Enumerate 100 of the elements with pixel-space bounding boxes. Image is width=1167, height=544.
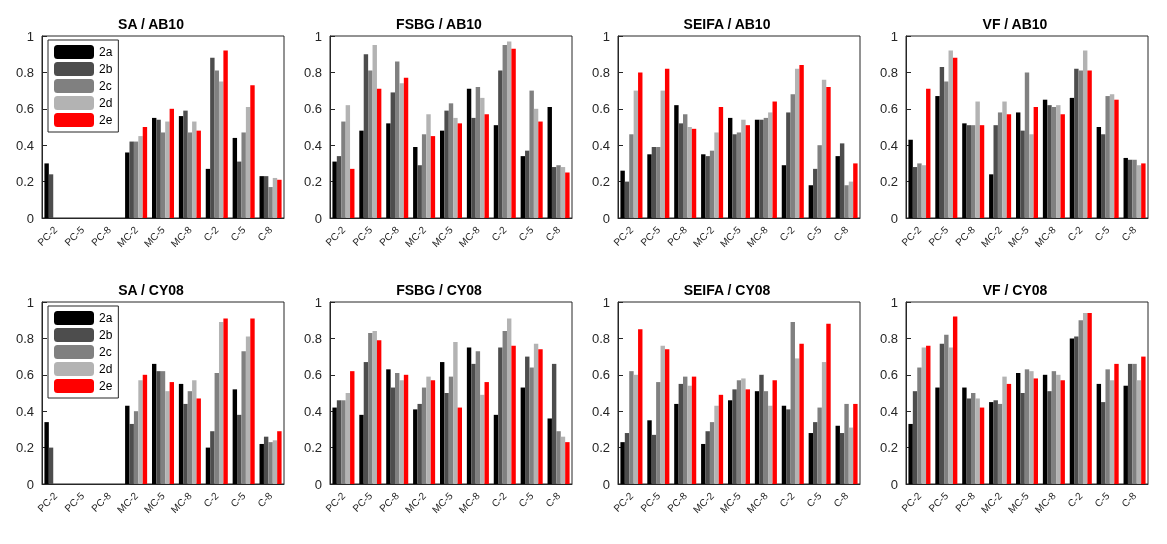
- bar: [790, 94, 795, 218]
- bar: [183, 403, 188, 484]
- y-tick-label: 1: [890, 28, 898, 44]
- chart-title: SEIFA / AB10: [683, 16, 771, 32]
- bar: [948, 347, 953, 484]
- bar: [125, 152, 130, 218]
- bar: [259, 443, 264, 484]
- bar: [466, 347, 472, 484]
- bar: [926, 88, 931, 218]
- bar: [979, 125, 985, 218]
- bar: [565, 172, 570, 218]
- bar: [466, 88, 472, 218]
- bar: [444, 393, 449, 484]
- y-tick-label: 0: [26, 210, 34, 226]
- bar: [763, 117, 769, 218]
- chart-title: VF / CY08: [982, 282, 1048, 298]
- bar: [971, 393, 976, 484]
- bar: [709, 422, 715, 484]
- y-tick-label: 0.4: [591, 403, 610, 419]
- y-tick-label: 0.2: [879, 174, 898, 190]
- bar: [484, 382, 489, 484]
- y-tick-label: 0.8: [879, 64, 898, 80]
- bar: [376, 340, 382, 484]
- x-tick-label: C-5: [228, 223, 248, 244]
- y-tick-label: 0.8: [303, 330, 322, 346]
- bar: [727, 117, 733, 218]
- bar: [678, 383, 684, 484]
- bar: [192, 380, 197, 484]
- y-tick-label: 0.4: [303, 137, 322, 153]
- bar: [1029, 134, 1034, 218]
- bar: [160, 371, 166, 484]
- bar: [651, 147, 657, 218]
- bar: [1006, 114, 1012, 218]
- bar: [129, 141, 134, 218]
- y-tick-label: 0: [314, 476, 322, 492]
- y-tick-label: 0.2: [591, 174, 610, 190]
- bar: [1006, 383, 1012, 484]
- bar: [484, 114, 489, 218]
- y-tick-label: 0.8: [591, 64, 610, 80]
- bar: [1042, 99, 1048, 218]
- bar: [993, 400, 998, 484]
- y-tick-label: 0: [314, 210, 322, 226]
- bar: [525, 150, 530, 218]
- bar: [399, 380, 404, 484]
- legend-label: 2a: [99, 311, 113, 325]
- bar: [430, 136, 436, 218]
- bar: [439, 130, 445, 218]
- bar: [1096, 127, 1102, 218]
- chart-title: FSBG / AB10: [396, 16, 483, 32]
- bar: [620, 170, 625, 218]
- bar: [403, 374, 409, 484]
- bar: [813, 422, 818, 484]
- bar: [533, 108, 539, 218]
- bar: [1015, 372, 1021, 484]
- bar: [1069, 97, 1075, 218]
- bar: [853, 163, 858, 218]
- bar: [794, 68, 800, 218]
- bar: [966, 125, 972, 218]
- y-tick-label: 1: [314, 294, 322, 310]
- y-tick-label: 0: [26, 476, 34, 492]
- bar: [44, 163, 49, 218]
- bar: [502, 331, 507, 484]
- bar: [687, 385, 692, 484]
- legend-label: 2c: [99, 345, 112, 359]
- x-tick-label: C-2: [489, 489, 509, 510]
- bar: [839, 143, 845, 218]
- bar: [1141, 163, 1146, 218]
- bar: [169, 382, 175, 484]
- bar: [917, 163, 922, 218]
- bar: [772, 380, 777, 484]
- bar: [1069, 338, 1075, 484]
- bar: [205, 168, 211, 218]
- bar: [250, 318, 255, 484]
- bar: [935, 387, 940, 484]
- bar: [629, 134, 634, 218]
- bar: [453, 342, 458, 484]
- bar: [687, 127, 692, 218]
- y-tick-label: 0.6: [591, 101, 610, 117]
- bar: [952, 57, 958, 218]
- bar: [1132, 159, 1137, 218]
- bar: [683, 376, 688, 484]
- bar: [138, 380, 143, 484]
- bar: [727, 400, 733, 484]
- bar: [1074, 336, 1079, 484]
- chart-title: FSBG / CY08: [396, 282, 482, 298]
- bar: [511, 48, 516, 218]
- bar: [966, 398, 972, 484]
- bar: [1078, 320, 1083, 484]
- bar: [151, 363, 157, 484]
- y-tick-label: 0.2: [591, 440, 610, 456]
- bar: [1123, 385, 1128, 484]
- bar: [912, 167, 918, 218]
- bar: [372, 331, 377, 484]
- bar: [237, 414, 242, 484]
- y-tick-label: 1: [26, 28, 34, 44]
- chart-title: SA / AB10: [118, 16, 185, 32]
- bar: [125, 405, 130, 484]
- y-tick-label: 0.6: [15, 101, 34, 117]
- y-tick-label: 0: [890, 476, 898, 492]
- bar: [714, 405, 719, 484]
